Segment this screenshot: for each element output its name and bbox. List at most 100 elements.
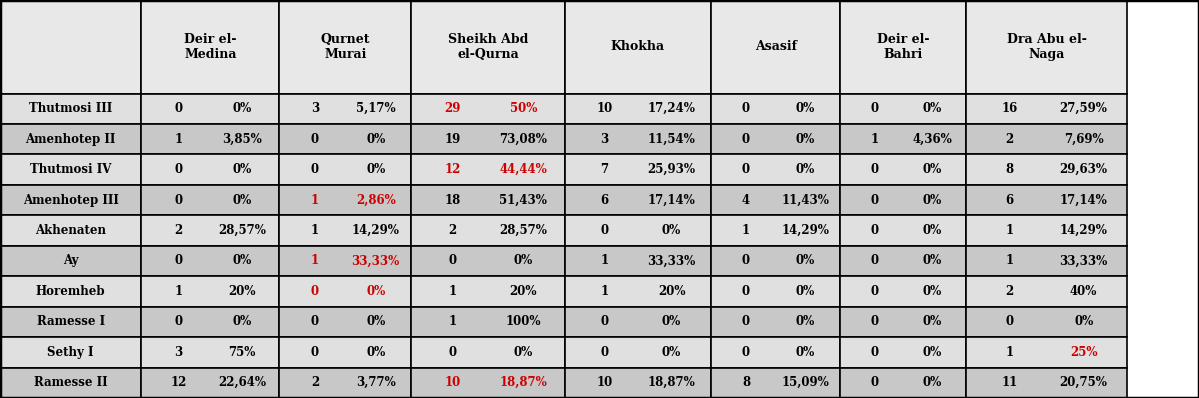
Text: 29: 29 bbox=[445, 102, 460, 115]
Bar bbox=[279, 368, 411, 398]
Text: 25%: 25% bbox=[1070, 346, 1097, 359]
Bar bbox=[966, 337, 1127, 368]
Text: Ay: Ay bbox=[64, 254, 78, 267]
Text: 20%: 20% bbox=[658, 285, 686, 298]
Bar bbox=[0, 368, 141, 398]
Text: 4: 4 bbox=[742, 193, 751, 207]
Bar bbox=[411, 0, 565, 94]
Bar bbox=[565, 154, 711, 185]
Text: 2: 2 bbox=[1006, 133, 1014, 146]
Bar bbox=[565, 124, 711, 154]
Text: 0: 0 bbox=[742, 315, 751, 328]
Text: 25,93%: 25,93% bbox=[647, 163, 695, 176]
Text: 10: 10 bbox=[596, 102, 613, 115]
Bar bbox=[966, 124, 1127, 154]
Text: 1: 1 bbox=[311, 254, 319, 267]
Text: Ramesse II: Ramesse II bbox=[34, 376, 108, 389]
Text: 8: 8 bbox=[742, 376, 751, 389]
Text: 0%: 0% bbox=[796, 315, 815, 328]
Bar bbox=[141, 306, 279, 337]
Bar bbox=[411, 154, 565, 185]
Text: 14,29%: 14,29% bbox=[1060, 224, 1108, 237]
Text: 0: 0 bbox=[1006, 315, 1014, 328]
Text: 0%: 0% bbox=[923, 376, 942, 389]
Bar bbox=[141, 0, 279, 94]
Text: 0%: 0% bbox=[662, 346, 681, 359]
Bar bbox=[840, 185, 966, 215]
Text: 0%: 0% bbox=[513, 346, 532, 359]
Text: 40%: 40% bbox=[1070, 285, 1097, 298]
Bar bbox=[141, 124, 279, 154]
Bar bbox=[966, 94, 1127, 124]
Text: Qurnet
Murai: Qurnet Murai bbox=[320, 33, 370, 61]
Text: 0%: 0% bbox=[513, 254, 532, 267]
Bar bbox=[411, 246, 565, 276]
Text: 1: 1 bbox=[601, 254, 608, 267]
Text: 1: 1 bbox=[175, 285, 182, 298]
Bar bbox=[141, 368, 279, 398]
Text: Khokha: Khokha bbox=[610, 40, 665, 53]
Text: 3: 3 bbox=[311, 102, 319, 115]
Text: 0: 0 bbox=[742, 285, 751, 298]
Bar bbox=[840, 0, 966, 94]
Text: 0%: 0% bbox=[366, 315, 385, 328]
Text: 28,57%: 28,57% bbox=[499, 224, 547, 237]
Bar bbox=[565, 276, 711, 306]
Text: Thutmosi III: Thutmosi III bbox=[29, 102, 113, 115]
Text: 0: 0 bbox=[742, 346, 751, 359]
Bar bbox=[0, 154, 141, 185]
Bar bbox=[711, 276, 840, 306]
Bar bbox=[711, 124, 840, 154]
Text: 0%: 0% bbox=[1074, 315, 1093, 328]
Text: 33,33%: 33,33% bbox=[351, 254, 399, 267]
Bar bbox=[279, 215, 411, 246]
Text: 0: 0 bbox=[448, 254, 457, 267]
Text: Akhenaten: Akhenaten bbox=[35, 224, 107, 237]
Text: 0%: 0% bbox=[796, 163, 815, 176]
Text: 10: 10 bbox=[596, 376, 613, 389]
Bar bbox=[565, 94, 711, 124]
Text: 0%: 0% bbox=[796, 133, 815, 146]
Text: 0%: 0% bbox=[923, 285, 942, 298]
Text: 0%: 0% bbox=[233, 193, 252, 207]
Text: 100%: 100% bbox=[506, 315, 541, 328]
Bar bbox=[840, 94, 966, 124]
Bar bbox=[966, 185, 1127, 215]
Text: 0%: 0% bbox=[662, 315, 681, 328]
Bar bbox=[840, 246, 966, 276]
Text: 18,87%: 18,87% bbox=[647, 376, 695, 389]
Bar bbox=[141, 215, 279, 246]
Text: 0: 0 bbox=[175, 254, 182, 267]
Text: 1: 1 bbox=[1006, 224, 1014, 237]
Text: 0%: 0% bbox=[923, 346, 942, 359]
Bar bbox=[711, 246, 840, 276]
Text: 0: 0 bbox=[870, 346, 879, 359]
Bar bbox=[279, 94, 411, 124]
Bar bbox=[711, 337, 840, 368]
Text: 7,69%: 7,69% bbox=[1064, 133, 1103, 146]
Bar bbox=[711, 0, 840, 94]
Text: 1: 1 bbox=[311, 224, 319, 237]
Text: 33,33%: 33,33% bbox=[1060, 254, 1108, 267]
Text: 6: 6 bbox=[1006, 193, 1014, 207]
Text: 0: 0 bbox=[870, 102, 879, 115]
Bar bbox=[279, 185, 411, 215]
Bar bbox=[565, 0, 711, 94]
Text: 0%: 0% bbox=[662, 224, 681, 237]
Bar bbox=[279, 337, 411, 368]
Text: 15,09%: 15,09% bbox=[782, 376, 830, 389]
Text: 27,59%: 27,59% bbox=[1060, 102, 1108, 115]
Text: 8: 8 bbox=[1006, 163, 1014, 176]
Text: 0: 0 bbox=[742, 102, 751, 115]
Text: Deir el-
Medina: Deir el- Medina bbox=[185, 33, 236, 61]
Text: 0: 0 bbox=[311, 163, 319, 176]
Text: 44,44%: 44,44% bbox=[500, 163, 547, 176]
Bar bbox=[711, 154, 840, 185]
Text: Amenhotep III: Amenhotep III bbox=[23, 193, 119, 207]
Text: 1: 1 bbox=[448, 285, 457, 298]
Bar bbox=[279, 276, 411, 306]
Text: 0%: 0% bbox=[923, 102, 942, 115]
Text: 2: 2 bbox=[311, 376, 319, 389]
Bar bbox=[966, 306, 1127, 337]
Text: 5,17%: 5,17% bbox=[356, 102, 396, 115]
